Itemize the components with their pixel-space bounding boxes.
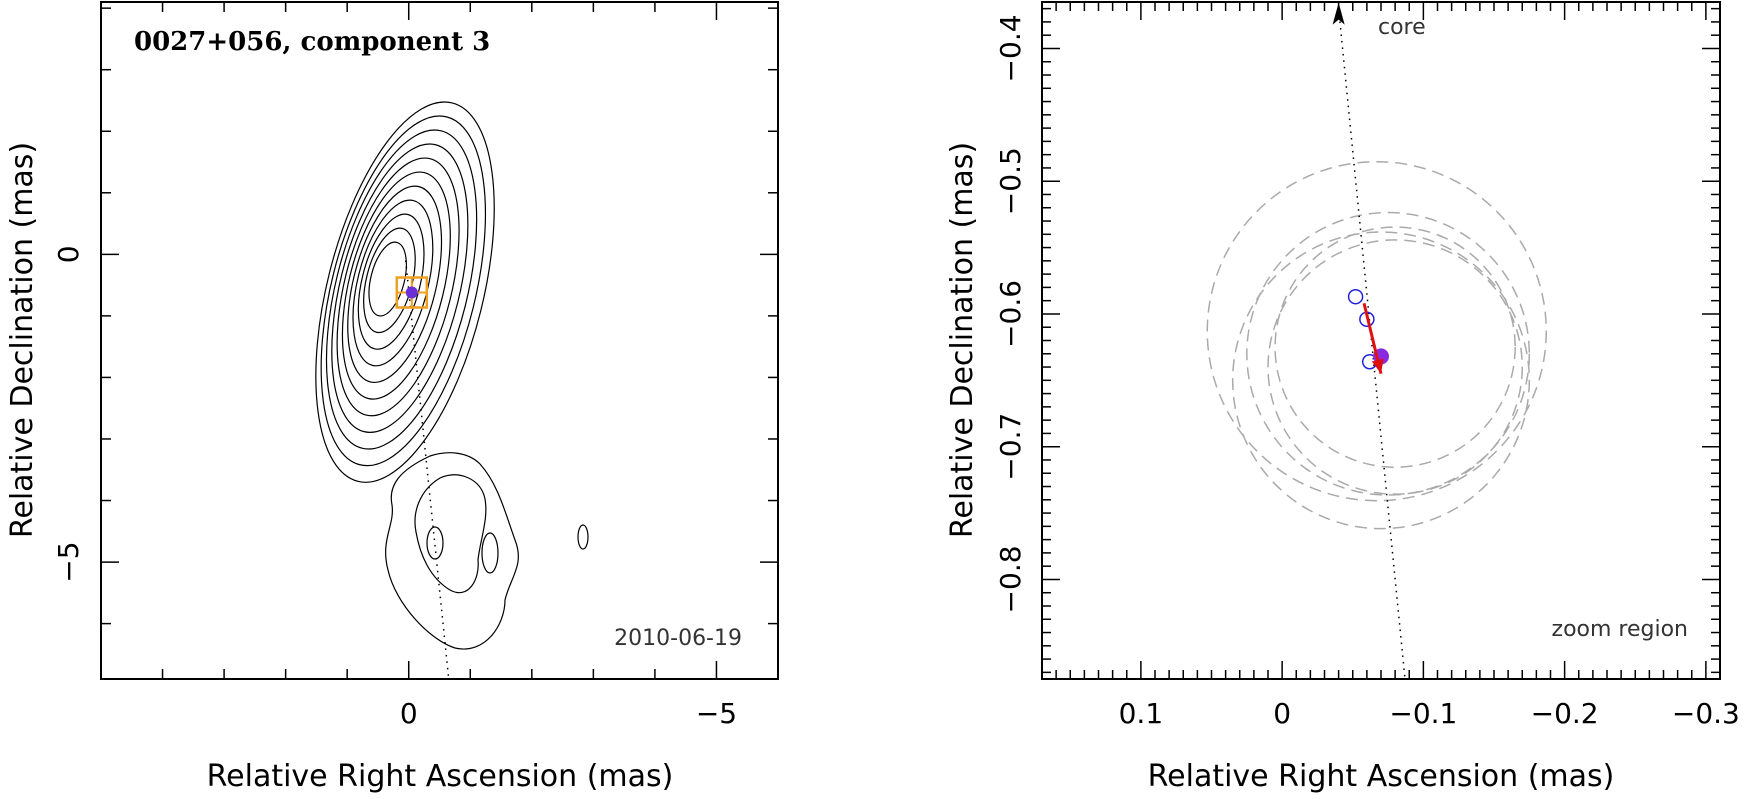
x-tick-label: −0.2	[1531, 697, 1599, 730]
contour-level	[320, 115, 487, 467]
contour-level	[325, 129, 478, 450]
error-circle	[1231, 231, 1531, 530]
right-y-axis-label: Relative Declination (mas)	[945, 142, 980, 538]
y-tick-label: −0.8	[994, 545, 1027, 613]
y-tick-label: −5	[52, 541, 85, 582]
component-marker	[405, 286, 418, 299]
date-annotation: 2010-06-19	[614, 626, 742, 651]
contour-level	[331, 143, 469, 433]
error-circle	[1274, 226, 1516, 468]
zoom-annotation: zoom region	[1552, 617, 1688, 642]
y-tick-label: −0.4	[994, 14, 1027, 82]
x-tick-label: 0.1	[1119, 697, 1164, 730]
y-tick-label: −0.7	[994, 413, 1027, 481]
core-direction-line	[1337, 8, 1406, 680]
y-tick-label: −0.6	[994, 280, 1027, 348]
core-annotation: core	[1378, 15, 1426, 40]
contour-level	[414, 474, 487, 594]
y-tick-label: 0	[52, 245, 85, 263]
contour-level	[363, 227, 416, 334]
x-tick-label: 0	[400, 697, 418, 730]
contour-level	[481, 532, 499, 574]
contour-level	[426, 526, 444, 560]
error-circles	[1206, 160, 1548, 530]
y-tick-label: −0.5	[994, 147, 1027, 215]
contour-level	[385, 452, 519, 650]
left-ticks: 0 −5 0 −5	[52, 2, 779, 730]
contour-level	[357, 213, 425, 350]
right-ticks: 0.1 0 −0.1 −0.2 −0.3 −0.4 −0.5 −0.6 −0.7 −0.8	[994, 2, 1740, 730]
left-y-axis-label: Relative Declination (mas)	[5, 142, 40, 538]
epoch-marker	[1347, 288, 1364, 305]
error-circle	[1246, 211, 1531, 496]
x-tick-label: −0.1	[1389, 697, 1457, 730]
contour-level	[577, 524, 589, 550]
error-circle	[1267, 239, 1523, 495]
contour-level	[368, 241, 407, 317]
contour-level	[347, 185, 443, 384]
motion-vector-head	[1371, 358, 1384, 374]
core-arrowhead	[1332, 2, 1345, 25]
x-tick-label: 0	[1273, 697, 1291, 730]
left-panel: 0 −50−5 0027+056, component 3 2010-06-19 …	[5, 1, 779, 794]
x-tick-label: −5	[696, 697, 737, 730]
left-frame	[100, 1, 779, 680]
contour-map	[315, 101, 589, 650]
contour-level	[336, 157, 460, 417]
right-x-axis-label: Relative Right Ascension (mas)	[1148, 759, 1615, 794]
contour-level	[341, 171, 451, 400]
right-frame	[1041, 1, 1721, 680]
error-circle	[1206, 160, 1548, 502]
x-tick-label: −0.3	[1672, 697, 1740, 730]
left-x-axis-label: Relative Right Ascension (mas)	[207, 759, 674, 794]
contour-level	[315, 101, 495, 483]
left-title: 0027+056, component 3	[134, 27, 490, 57]
right-panel: 0.1 0 −0.1 −0.2 −0.3 −0.4 −0.5 −0.6 −0.7 −0.8 cor…	[945, 1, 1740, 794]
